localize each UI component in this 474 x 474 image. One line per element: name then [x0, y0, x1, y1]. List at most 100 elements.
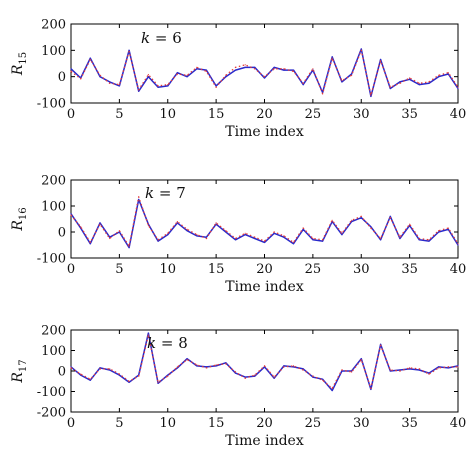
series-point [167, 375, 169, 377]
series-point [438, 367, 440, 369]
series-point [128, 49, 130, 51]
series-point [99, 368, 101, 370]
series-point [457, 366, 459, 368]
series-point [176, 366, 178, 368]
y-tick-label: -200 [37, 406, 66, 421]
series-point [70, 214, 72, 216]
series-point [147, 224, 149, 227]
x-tick-label: 15 [208, 107, 225, 122]
series-point [360, 215, 362, 217]
series-point [80, 78, 82, 80]
series-point [147, 332, 149, 334]
x-tick-label: 30 [353, 262, 370, 277]
x-tick-label: 15 [208, 416, 225, 431]
series-point [244, 376, 246, 378]
series-point [157, 86, 159, 88]
series-point [89, 379, 91, 381]
series-point [196, 365, 198, 367]
series-point [273, 231, 275, 233]
x-tick-label: 20 [256, 262, 273, 277]
series-point [322, 379, 324, 381]
x-tick-label: 20 [256, 416, 273, 431]
x-axis-title: Time index [225, 279, 304, 295]
series-point [438, 74, 440, 76]
series-point [380, 237, 382, 240]
series-point [409, 367, 411, 369]
series-point [312, 68, 314, 70]
series-point [70, 68, 72, 70]
x-tick-label: 40 [450, 262, 467, 277]
chart-panel-3: 0 5 10 15 20 25 30 35 40 -200 -100 0 100 200 Time inde… [10, 324, 466, 450]
series-point [263, 76, 266, 78]
y-tick-label: -100 [37, 252, 66, 267]
x-tick-label: 10 [159, 107, 176, 122]
series-point [380, 60, 382, 62]
series-point [273, 66, 275, 68]
y-tick-label: 100 [41, 44, 66, 59]
series-point [196, 66, 198, 68]
x-tick-label: 30 [353, 107, 370, 122]
series-point [138, 90, 140, 92]
series-point [89, 57, 91, 59]
y-tick-label: 100 [41, 344, 66, 359]
series-point [109, 368, 111, 370]
series-point [109, 82, 111, 84]
x-tick-label: 40 [450, 416, 467, 431]
series-point [273, 68, 275, 70]
series-point [283, 365, 285, 367]
series-point [341, 234, 343, 236]
series-point [128, 380, 130, 382]
series-point [312, 239, 314, 241]
y-axis-title-main: R [10, 220, 26, 232]
series-point [234, 372, 237, 374]
series-point [302, 227, 304, 229]
series-point [138, 198, 140, 201]
series-point [196, 235, 198, 237]
series-point [370, 227, 372, 229]
series-point [457, 365, 459, 367]
series-point [147, 334, 149, 336]
x-tick-label: 15 [208, 262, 225, 277]
series-point [447, 72, 449, 74]
series-point [89, 378, 91, 380]
series-point [205, 236, 207, 238]
k-annotation: k = 8 [147, 334, 188, 352]
x-tick-label: 25 [305, 416, 322, 431]
series-point [254, 374, 256, 376]
series-point [128, 245, 130, 247]
series-point [292, 70, 295, 72]
series-point [331, 56, 333, 58]
series-point [389, 370, 391, 372]
series-point [225, 76, 227, 78]
series-point [312, 237, 314, 240]
series-point [157, 85, 159, 87]
x-tick-label: 0 [67, 416, 75, 431]
series-point [283, 236, 285, 238]
series-point [263, 241, 266, 243]
series-point [283, 366, 285, 368]
series-point [292, 366, 295, 368]
series-line-dotted [70, 49, 459, 96]
series-point [254, 237, 256, 240]
series-point [302, 82, 304, 84]
series-point [80, 373, 82, 375]
series-point [292, 241, 295, 243]
series-point [457, 244, 459, 246]
series-point [438, 230, 440, 232]
y-tick-label: 0 [58, 365, 66, 380]
series-point [341, 232, 343, 234]
series-point [360, 217, 362, 219]
series-point [167, 84, 169, 86]
series-point [331, 219, 333, 221]
series-point [225, 74, 227, 76]
x-tick-label: 20 [256, 107, 273, 122]
series-point [215, 365, 217, 367]
x-tick-label: 10 [159, 416, 176, 431]
series-point [380, 343, 382, 345]
y-axis-title-subscript: 15 [18, 52, 29, 65]
series-point [215, 364, 217, 366]
y-axis-title-subscript: 16 [18, 207, 29, 220]
series-point [138, 375, 140, 377]
k-annotation: k = 6 [141, 29, 182, 47]
k-annotation-value: = 8 [156, 334, 188, 352]
